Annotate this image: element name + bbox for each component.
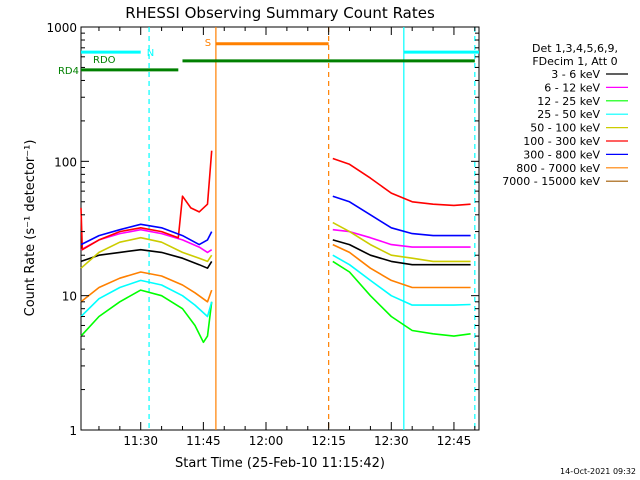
- overlay-layer: N S RD4 RDO: [58, 27, 479, 430]
- y-tick-label-3: 1000: [46, 21, 77, 35]
- legend-label-7: 800 - 7000 keV: [516, 162, 600, 175]
- x-tick-label-1: 11:45: [186, 434, 221, 448]
- legend-label-5: 100 - 300 keV: [523, 135, 600, 148]
- legend-label-8: 7000 - 15000 keV: [502, 175, 600, 188]
- x-tick-label-2: 12:00: [249, 434, 284, 448]
- legend-header-2: FDecim 1, Att 0: [532, 55, 617, 68]
- bar-label-n: N: [147, 48, 154, 59]
- legend-label-0: 3 - 6 keV: [551, 68, 600, 81]
- footer-date: 14-Oct-2021 09:32: [560, 467, 636, 476]
- y-tick-label-2: 100: [54, 155, 77, 169]
- bar-label-rd4: RD4: [58, 66, 79, 77]
- legend-label-1: 6 - 12 keV: [544, 81, 600, 94]
- y-axis-label: Count Rate (s⁻¹ detector⁻¹): [23, 140, 38, 317]
- y-tick-label-0: 1: [69, 424, 77, 438]
- series-line-7: [80, 243, 471, 303]
- legend-label-4: 50 - 100 keV: [530, 122, 600, 135]
- x-tick-label-3: 12:15: [311, 434, 346, 448]
- series-layer: [80, 150, 471, 344]
- x-tick-label-4: 12:30: [374, 434, 409, 448]
- x-tick-label-0: 11:30: [123, 434, 158, 448]
- bar-label-rdo: RDO: [93, 55, 116, 66]
- chart-title: RHESSI Observing Summary Count Rates: [125, 4, 435, 22]
- series-line-4: [80, 221, 471, 269]
- y-tick-label-1: 10: [62, 290, 77, 304]
- bar-label-s: S: [205, 38, 211, 49]
- legend-label-6: 300 - 800 keV: [523, 148, 600, 161]
- legend-label-3: 25 - 50 keV: [537, 108, 600, 121]
- series-line-5: [80, 150, 471, 251]
- series-line-6: [80, 195, 471, 246]
- legend-header-1: Det 1,3,4,5,6,9,: [532, 42, 618, 55]
- series-line-3: [80, 254, 471, 318]
- series-line-0: [80, 239, 471, 269]
- series-line-2: [80, 260, 471, 344]
- x-tick-label-5: 12:45: [437, 434, 472, 448]
- x-axis-label: Start Time (25-Feb-10 11:15:42): [175, 456, 385, 471]
- legend-label-2: 12 - 25 keV: [537, 95, 600, 108]
- axis-layer: 11:30 11:45 12:00 12:15 12:30 12:45 1 10 100 1000: [46, 21, 479, 448]
